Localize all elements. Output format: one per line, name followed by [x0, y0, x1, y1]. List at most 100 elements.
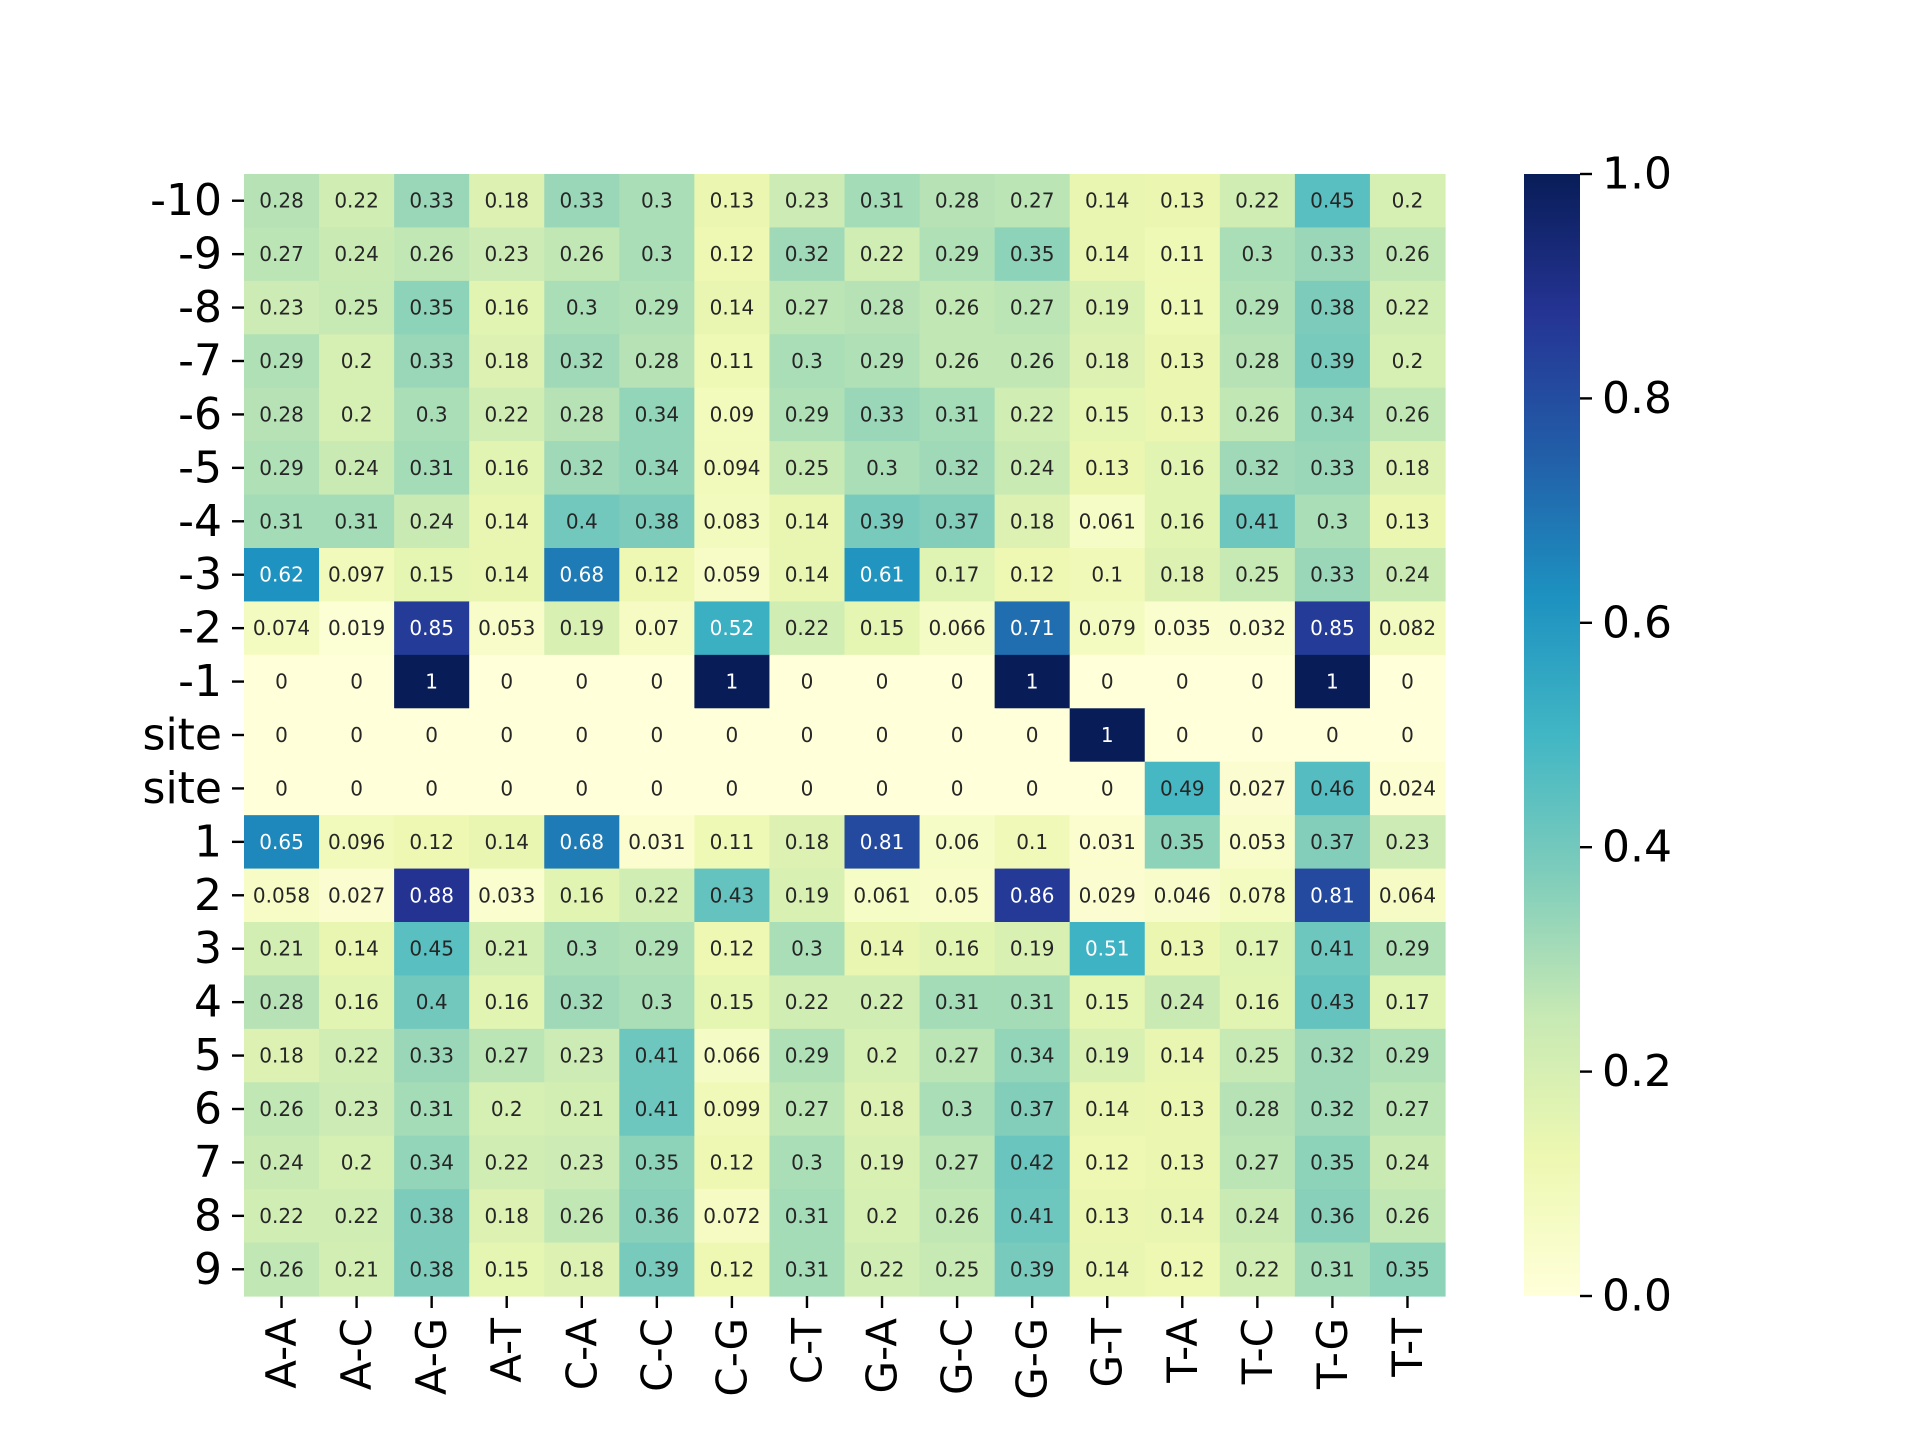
y-tick-label: site — [143, 710, 222, 761]
heatmap-cell — [394, 494, 470, 549]
heatmap-cell — [994, 1028, 1071, 1083]
cell-value-label: 0.14 — [860, 937, 905, 961]
cell-value-label: 0.16 — [1160, 509, 1205, 533]
heatmap-cell — [619, 601, 695, 656]
heatmap-cell — [1069, 1135, 1146, 1190]
heatmap-cell — [244, 654, 320, 709]
cell-value-label: 0.17 — [1235, 937, 1280, 961]
heatmap-cell — [1369, 387, 1446, 442]
cell-value-label: 0.29 — [259, 349, 304, 373]
heatmap-cell — [769, 601, 846, 656]
cell-value-label: 0.26 — [935, 349, 980, 373]
cell-value-label: 0.38 — [1310, 296, 1355, 320]
heatmap-cell — [994, 1242, 1071, 1297]
cell-value-label: 0.3 — [566, 937, 598, 961]
cell-value-label: 0.33 — [1310, 456, 1355, 480]
cell-value-label: 0.32 — [560, 456, 605, 480]
cell-value-label: 0.23 — [785, 189, 830, 213]
heatmap-cell — [1144, 1028, 1221, 1083]
heatmap-cell — [844, 494, 921, 549]
heatmap-cell — [919, 1242, 996, 1297]
cell-value-label: 0.32 — [560, 990, 605, 1014]
heatmap-cell — [769, 334, 846, 389]
heatmap-cell — [1144, 174, 1221, 229]
heatmap-cell — [394, 387, 470, 442]
heatmap-cell — [319, 1028, 395, 1083]
heatmap-cell — [319, 441, 395, 496]
cell-value-label: 0.21 — [334, 1257, 379, 1281]
cell-value-label: 0.31 — [785, 1204, 830, 1228]
heatmap-cell — [844, 227, 921, 282]
cell-value-label: 0.31 — [935, 990, 980, 1014]
cell-value-label: 0.027 — [1229, 776, 1286, 800]
y-tick-label: -3 — [178, 549, 222, 600]
heatmap-cell — [1294, 1135, 1371, 1190]
heatmap-cell — [919, 708, 996, 763]
cell-value-label: 0.26 — [259, 1097, 304, 1121]
cell-value-label: 0.14 — [1160, 1044, 1205, 1068]
cell-value-label: 0.36 — [1310, 1204, 1355, 1228]
heatmap-cell — [1369, 922, 1446, 977]
heatmap-cell — [769, 548, 846, 603]
cell-value-label: 0.31 — [409, 1097, 454, 1121]
cell-value-label: 0 — [876, 776, 889, 800]
cell-value-label: 0.29 — [785, 1044, 830, 1068]
heatmap-cell — [1219, 441, 1296, 496]
heatmap-cell — [1294, 815, 1371, 870]
heatmap-cell — [919, 280, 996, 335]
heatmap-cell — [1219, 494, 1296, 549]
heatmap-cell — [919, 494, 996, 549]
heatmap-cell — [544, 975, 620, 1030]
cell-value-label: 0.26 — [935, 296, 980, 320]
heatmap-cell — [619, 761, 695, 816]
heatmap-cell — [694, 1028, 771, 1083]
heatmap-cell — [469, 494, 545, 549]
cell-value-label: 0.28 — [635, 349, 680, 373]
heatmap-cell — [1219, 815, 1296, 870]
cell-value-label: 0.37 — [1310, 830, 1355, 854]
heatmap-cell — [1294, 494, 1371, 549]
cell-value-label: 0.33 — [409, 189, 454, 213]
cell-value-label: 0.12 — [710, 242, 755, 266]
heatmap-cell — [1144, 387, 1221, 442]
colorbar-tick-label: 0.2 — [1602, 1046, 1672, 1097]
cell-value-label: 0.16 — [334, 990, 379, 1014]
cell-value-label: 0.24 — [1010, 456, 1055, 480]
cell-value-label: 0.28 — [259, 189, 304, 213]
heatmap-cell — [1294, 868, 1371, 923]
cell-value-label: 0.053 — [1229, 830, 1286, 854]
cell-value-label: 0.27 — [1385, 1097, 1430, 1121]
cell-value-label: 0.34 — [409, 1150, 454, 1174]
cell-value-label: 0.31 — [860, 189, 905, 213]
cell-value-label: 0.37 — [935, 509, 980, 533]
heatmap-cell — [394, 601, 470, 656]
heatmap-cell — [994, 280, 1071, 335]
cell-value-label: 0.23 — [484, 242, 529, 266]
cell-value-label: 0.27 — [935, 1044, 980, 1068]
heatmap-cell — [994, 387, 1071, 442]
x-tick-label: C-C — [632, 1318, 681, 1392]
cell-value-label: 0.19 — [560, 616, 605, 640]
heatmap-cell — [244, 1028, 320, 1083]
cell-value-label: 0.23 — [560, 1044, 605, 1068]
cell-value-label: 0.18 — [1010, 509, 1055, 533]
heatmap-cell — [1219, 922, 1296, 977]
heatmap-cell — [1219, 1082, 1296, 1137]
heatmap-cell — [1294, 334, 1371, 389]
cell-value-label: 0.26 — [1235, 402, 1280, 426]
cell-value-label: 0.12 — [409, 830, 454, 854]
cell-value-label: 0.27 — [785, 296, 830, 320]
heatmap-cell — [1369, 334, 1446, 389]
heatmap-cell — [844, 1028, 921, 1083]
colorbar-tick-label: 0.8 — [1602, 373, 1672, 424]
heatmap-cell — [1144, 227, 1221, 282]
cell-value-label: 0.39 — [1010, 1257, 1055, 1281]
cell-value-label: 0.29 — [635, 937, 680, 961]
cell-value-label: 0.07 — [635, 616, 680, 640]
heatmap-cell — [244, 708, 320, 763]
heatmap-cell — [1144, 654, 1221, 709]
heatmap-cell — [844, 548, 921, 603]
heatmap-cell — [919, 868, 996, 923]
cell-value-label: 0.29 — [785, 402, 830, 426]
